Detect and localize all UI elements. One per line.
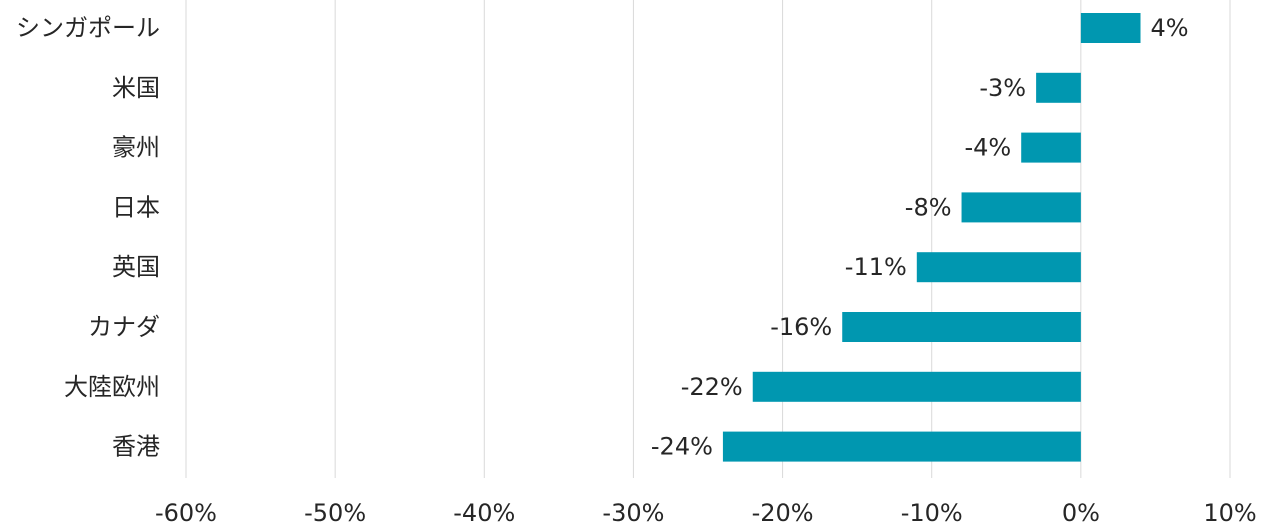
x-tick-label: -40%: [453, 499, 515, 527]
data-label: -4%: [964, 134, 1011, 162]
bar: [722, 431, 1081, 462]
x-tick-label: -10%: [901, 499, 963, 527]
data-label: -24%: [651, 433, 713, 461]
data-label: -16%: [770, 313, 832, 341]
data-label: 4%: [1151, 14, 1189, 42]
bar: [961, 192, 1081, 223]
category-label: 日本: [112, 193, 160, 221]
category-label: 大陸欧州: [64, 373, 160, 401]
bar: [1036, 72, 1081, 103]
x-tick-label: 0%: [1062, 499, 1100, 527]
data-labels: 4% -3% -4% -8% -11% -16% -22% -24%: [651, 14, 1189, 461]
category-label: 英国: [112, 253, 160, 281]
data-label: -22%: [681, 373, 743, 401]
category-label: 米国: [112, 74, 160, 102]
x-axis-tick-labels: -60% -50% -40% -30% -20% -10% 0% 10%: [155, 499, 1257, 527]
bar: [1080, 13, 1141, 43]
x-tick-label: -30%: [602, 499, 664, 527]
x-tick-label: -50%: [304, 499, 366, 527]
grid-lines: [185, 0, 1231, 478]
category-label: カナダ: [88, 313, 160, 341]
data-label: -8%: [905, 193, 952, 221]
bars: [722, 13, 1141, 462]
category-label: 豪州: [112, 134, 160, 162]
bar: [1021, 132, 1081, 163]
category-label: 香港: [112, 433, 160, 461]
x-tick-label: -20%: [752, 499, 814, 527]
bar: [752, 371, 1081, 402]
data-label: -3%: [979, 74, 1026, 102]
category-label: シンガポール: [16, 14, 160, 42]
bar: [842, 312, 1081, 342]
x-tick-label: 10%: [1203, 499, 1256, 527]
data-label: -11%: [845, 253, 907, 281]
x-tick-label: -60%: [155, 499, 217, 527]
bar: [916, 252, 1081, 283]
